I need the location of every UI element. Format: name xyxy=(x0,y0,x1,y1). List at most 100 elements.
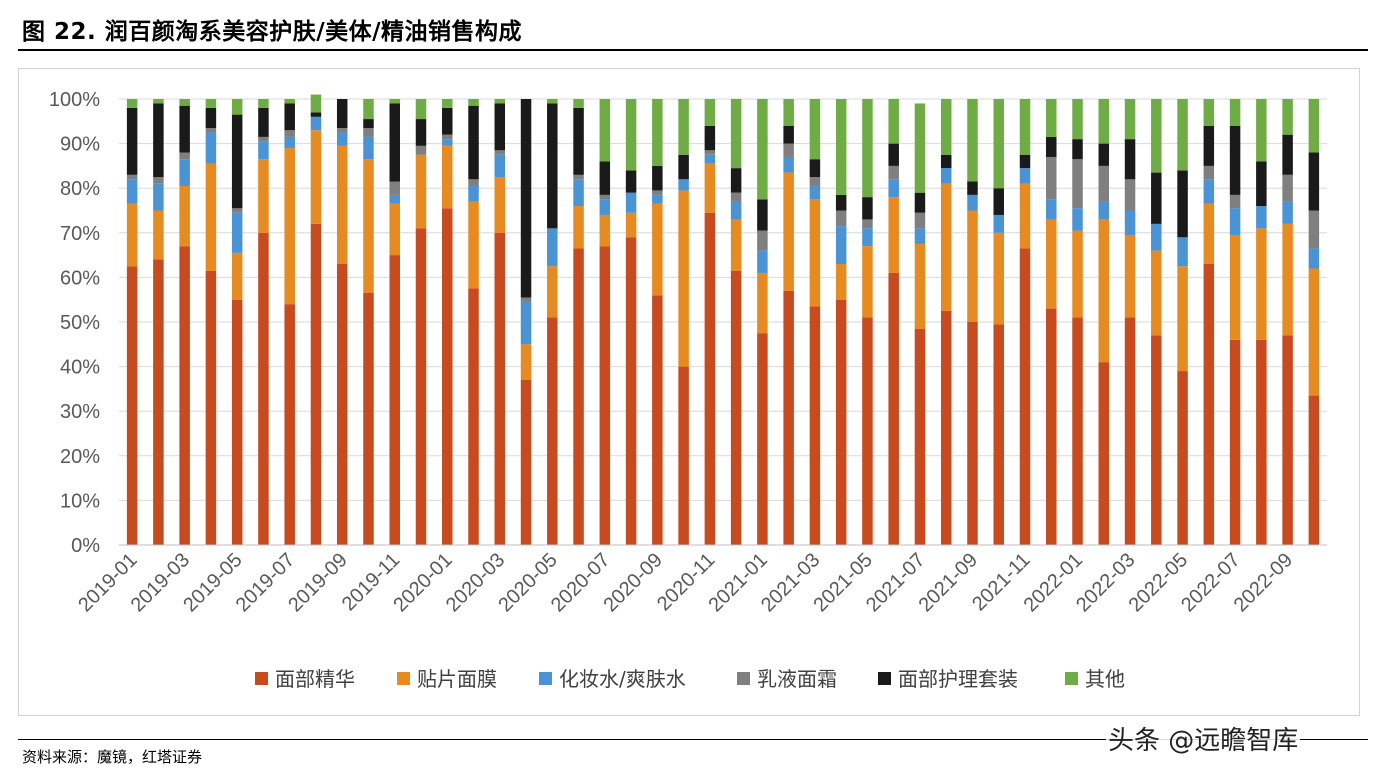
bar-segment xyxy=(126,203,138,267)
bar-segment xyxy=(442,208,453,545)
bar-segment xyxy=(389,99,400,104)
bar-segment xyxy=(1151,335,1162,545)
bar-segment xyxy=(1072,208,1083,231)
bar-segment xyxy=(652,203,663,296)
legend-label: 贴片面膜 xyxy=(417,667,497,691)
bar-segment xyxy=(205,163,217,271)
bar-segment xyxy=(1124,210,1136,236)
bar-segment xyxy=(730,168,742,193)
x-tick-label: 2022-09 xyxy=(1230,549,1297,616)
bar-segment xyxy=(363,136,374,160)
bar-segment xyxy=(862,99,873,198)
bar-segment xyxy=(1229,99,1241,126)
bar-segment xyxy=(468,288,479,545)
bar-segment xyxy=(179,185,190,247)
bar-segment xyxy=(310,94,322,113)
bar-segment xyxy=(547,317,558,545)
bar-segment xyxy=(126,99,138,108)
bar-segment xyxy=(231,114,243,209)
bar-segment xyxy=(678,154,689,180)
bar-segment xyxy=(1282,134,1293,175)
bar-segment xyxy=(1098,201,1110,220)
bar-segment xyxy=(730,99,742,169)
bar-segment xyxy=(940,310,952,545)
y-tick-label: 60% xyxy=(60,267,100,289)
bar-segment xyxy=(704,163,716,213)
bar-segment xyxy=(625,170,637,193)
bar-segment xyxy=(783,143,794,157)
bar-segment xyxy=(1072,139,1083,160)
bar-segment xyxy=(704,150,716,155)
bar-segment xyxy=(914,328,926,545)
x-tick-label: 2020-09 xyxy=(599,549,666,616)
legend-label: 面部护理套装 xyxy=(898,667,1018,691)
bar-segment xyxy=(153,177,164,184)
bar-segment xyxy=(1282,335,1293,545)
bar-segment xyxy=(888,272,899,545)
legend-label: 乳液面霜 xyxy=(757,667,837,691)
bar-segment xyxy=(1229,125,1241,195)
bar-segment xyxy=(389,194,400,204)
bar-segment xyxy=(967,322,978,545)
bar-segment xyxy=(547,99,558,104)
bar-segment xyxy=(1098,362,1110,545)
bar-segment xyxy=(179,246,190,545)
bar-segment xyxy=(862,317,873,545)
bar-segment xyxy=(1124,317,1136,545)
bar-segment xyxy=(888,179,899,198)
bar-segment xyxy=(310,223,322,545)
bar-segment xyxy=(1046,136,1057,157)
bar-segment xyxy=(835,264,847,300)
bar-segment xyxy=(258,141,269,160)
bar-segment xyxy=(730,270,742,545)
stacked-bar-chart: 0%10%20%30%40%50%60%70%80%90%100%2019-01… xyxy=(49,89,1327,691)
bar-segment xyxy=(1203,179,1215,204)
bar-segment xyxy=(1308,99,1320,153)
bar-segment xyxy=(652,295,663,545)
bar-segment xyxy=(573,206,584,249)
bar-segment xyxy=(363,127,374,137)
bar-segment xyxy=(652,194,663,204)
bar-segment xyxy=(757,250,768,273)
bar-segment xyxy=(783,172,794,291)
bar-segment xyxy=(1256,161,1267,207)
bar-segment xyxy=(231,212,243,253)
bar-segment xyxy=(1256,228,1267,340)
x-tick-label: 2019-09 xyxy=(284,549,351,616)
bar-segment xyxy=(625,237,637,545)
bar-segment xyxy=(1072,159,1083,209)
bar-segment xyxy=(336,132,348,146)
bar-segment xyxy=(888,165,899,180)
bar-segment xyxy=(993,214,1004,233)
bar-segment xyxy=(179,152,190,160)
bar-segment xyxy=(1177,99,1188,171)
bar-segment xyxy=(547,228,558,267)
bar-segment xyxy=(757,333,768,545)
legend-swatch xyxy=(1065,672,1078,685)
bar-segment xyxy=(757,230,768,251)
bar-segment xyxy=(1124,139,1136,180)
bar-segment xyxy=(336,264,348,545)
bar-segment xyxy=(835,99,847,195)
bar-segment xyxy=(494,177,506,233)
bar-segment xyxy=(914,243,926,329)
bar-segment xyxy=(599,161,611,195)
bar-segment xyxy=(573,99,584,108)
bar-segment xyxy=(993,232,1004,325)
bar-segment xyxy=(153,183,164,211)
bar-segment xyxy=(783,125,794,144)
bar-segment xyxy=(1019,99,1031,155)
legend-swatch xyxy=(878,672,891,685)
bar-segment xyxy=(1046,199,1057,220)
bar-segment xyxy=(1282,201,1293,224)
bar-segment xyxy=(1098,143,1110,166)
bar-segment xyxy=(967,194,978,211)
bar-segment xyxy=(1203,165,1215,180)
y-tick-label: 30% xyxy=(60,401,100,423)
bar-segment xyxy=(468,99,479,106)
bar-segment xyxy=(1019,183,1031,249)
bar-segment xyxy=(862,219,873,229)
bar-segment xyxy=(442,99,453,108)
chart-frame: 0% 10% 20% 30% 40% 50% 60% 70% 80% 90% 100% 2019-01… xyxy=(18,68,1360,716)
bar-segment xyxy=(1124,179,1136,211)
